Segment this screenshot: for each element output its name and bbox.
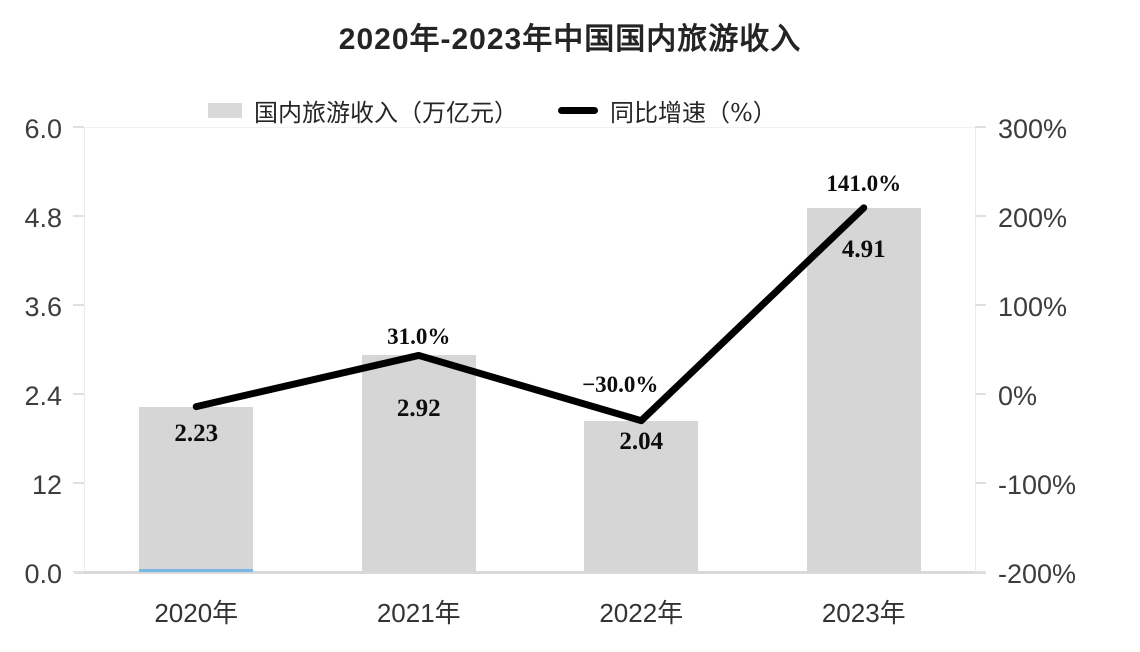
right-axis-tick-label: 100% [998,292,1068,322]
x-axis-label: 2023年 [821,598,906,628]
growth-line [192,204,868,425]
right-tick-mark [975,126,986,128]
x-axis-label: 2020年 [154,598,239,628]
line-swatch-icon [558,106,598,114]
bar-value-label: 2.04 [619,427,664,455]
left-tick-mark [73,215,84,217]
stray-blue-bar [139,569,254,572]
right-axis-tick-label: -200% [998,559,1077,589]
right-tick-mark [975,304,986,306]
left-axis-line [84,127,85,572]
left-tick-mark [73,393,84,395]
left-axis-tick-label: 4.8 [24,203,62,233]
plot-top-border [84,127,975,128]
growth-value-label: 141.0% [826,170,902,196]
bar-value-label: 4.91 [841,235,886,263]
left-axis-tick-label: 0.0 [24,559,62,589]
x-axis-line [75,571,986,574]
chart-legend: 国内旅游收入（万亿元） 同比增速（%） [208,92,777,128]
left-axis-tick-label: 6.0 [24,114,62,144]
left-axis-tick-label: 12 [31,470,62,500]
growth-value-label: −30.0% [582,371,659,397]
bar-value-label: 2.23 [174,419,219,447]
right-axis-tick-label: -100% [998,470,1077,500]
bar-swatch-icon [208,102,242,118]
left-tick-mark [73,304,84,306]
left-axis-tick-label: 2.4 [24,381,62,411]
right-tick-mark [975,482,986,484]
left-axis-tick-label: 3.6 [24,292,62,322]
legend-label-revenue: 国内旅游收入（万亿元） [254,98,518,127]
legend-label-growth: 同比增速（%） [610,98,777,127]
left-tick-mark [73,571,84,573]
chart-title: 2020年-2023年中国国内旅游收入 [338,23,802,56]
bar-2021年 [361,355,476,572]
left-tick-mark [73,482,84,484]
x-axis-label: 2022年 [599,598,684,628]
bar-2020年 [139,406,254,572]
right-tick-mark [975,571,986,573]
left-tick-mark [73,126,84,128]
right-axis-tick-label: 200% [998,203,1068,233]
legend-item-revenue: 国内旅游收入（万亿元） [208,93,518,128]
right-axis-tick-label: 0% [998,381,1038,411]
x-axis-label: 2021年 [376,598,461,628]
growth-value-label: 31.0% [387,324,451,350]
right-tick-mark [975,215,986,217]
right-axis-tick-label: 300% [998,114,1068,144]
right-tick-mark [975,393,986,395]
legend-item-growth: 同比增速（%） [558,93,777,128]
bar-2023年 [806,207,921,572]
right-axis-line [975,127,976,572]
bar-value-label: 2.92 [396,395,441,423]
bar-2022年 [584,420,699,572]
